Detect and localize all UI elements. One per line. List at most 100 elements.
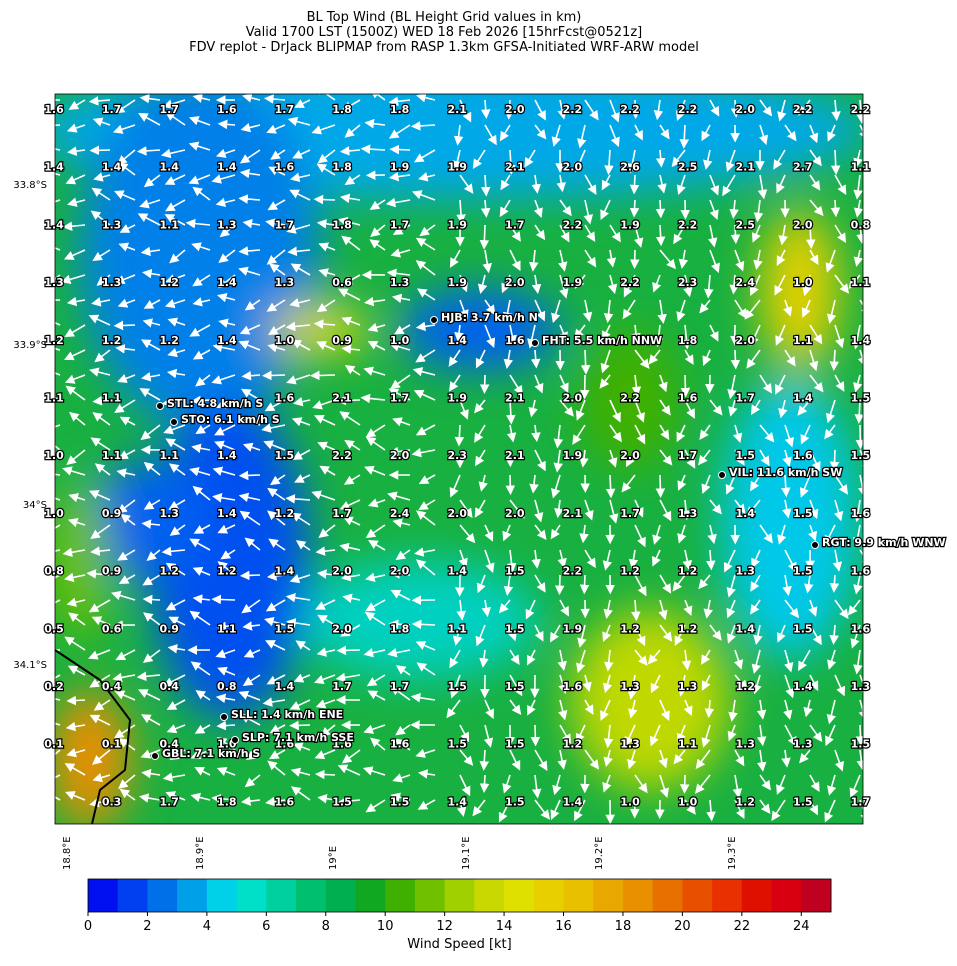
grid-value: 1.3 bbox=[275, 276, 295, 289]
wind-arrow bbox=[292, 725, 310, 726]
lon-label: 19.3°E bbox=[727, 836, 738, 870]
grid-value: 1.4 bbox=[102, 161, 122, 174]
grid-value: 2.0 bbox=[505, 103, 525, 116]
grid-value: 1.1 bbox=[851, 161, 871, 174]
grid-value: 1.6 bbox=[678, 392, 698, 405]
grid-value: 1.8 bbox=[390, 622, 410, 635]
grid-value: 2.4 bbox=[735, 276, 755, 289]
colorbar-swatch bbox=[623, 879, 653, 912]
grid-value: 1.5 bbox=[793, 507, 813, 520]
colorbar-swatch bbox=[296, 879, 326, 912]
grid-value: 1.1 bbox=[851, 276, 871, 289]
grid-value: 1.9 bbox=[390, 161, 410, 174]
grid-value: 1.1 bbox=[217, 622, 237, 635]
grid-value: 1.5 bbox=[447, 738, 467, 751]
station-label: GBL: 7.1 km/h S bbox=[162, 747, 260, 760]
grid-value: 0.6 bbox=[332, 276, 352, 289]
lat-label: 33.9°S bbox=[13, 340, 47, 351]
grid-value: 1.4 bbox=[793, 680, 813, 693]
grid-value: 2.3 bbox=[678, 276, 698, 289]
station-dot bbox=[812, 542, 819, 549]
grid-value: 1.5 bbox=[275, 622, 295, 635]
grid-value: 1.7 bbox=[102, 103, 122, 116]
colorbar-swatch bbox=[504, 879, 534, 912]
grid-value: 1.6 bbox=[275, 795, 295, 808]
grid-value: 1.3 bbox=[217, 218, 237, 231]
wind-arrow bbox=[634, 175, 635, 191]
grid-value: 0.9 bbox=[102, 507, 122, 520]
grid-value: 1.2 bbox=[678, 565, 698, 578]
grid-value: 2.2 bbox=[678, 218, 698, 231]
wind-arrow bbox=[684, 125, 685, 146]
grid-value: 1.2 bbox=[735, 795, 755, 808]
colorbar-tick-label: 14 bbox=[496, 919, 513, 934]
grid-value: 1.4 bbox=[217, 276, 237, 289]
station-label: SLP: 7.1 km/h SSE bbox=[242, 731, 354, 744]
colorbar-swatch bbox=[474, 879, 504, 912]
grid-value: 2.5 bbox=[735, 218, 755, 231]
grid-value: 0.1 bbox=[102, 738, 122, 751]
grid-value: 1.3 bbox=[735, 565, 755, 578]
wind-arrow bbox=[93, 150, 110, 151]
station-label: HJB: 3.7 km/h N bbox=[441, 311, 538, 324]
grid-value: 1.6 bbox=[851, 565, 871, 578]
grid-value: 1.8 bbox=[332, 103, 352, 116]
grid-value: 1.4 bbox=[275, 565, 295, 578]
grid-value: 1.8 bbox=[390, 103, 410, 116]
grid-value: 2.0 bbox=[332, 622, 352, 635]
grid-value: 1.5 bbox=[851, 449, 871, 462]
grid-value: 1.7 bbox=[275, 218, 295, 231]
grid-value: 1.7 bbox=[620, 507, 640, 520]
wind-arrow bbox=[117, 325, 135, 326]
wind-arrow bbox=[535, 725, 536, 743]
wind-arrow bbox=[459, 425, 460, 443]
grid-value: 1.1 bbox=[447, 622, 467, 635]
colorbar-swatch bbox=[355, 879, 385, 912]
grid-value: 1.7 bbox=[505, 218, 525, 231]
grid-value: 1.5 bbox=[505, 795, 525, 808]
station-label: FHT: 5.5 km/h NNW bbox=[542, 334, 662, 347]
grid-value: 1.9 bbox=[447, 276, 467, 289]
colorbar-swatch bbox=[207, 879, 237, 912]
grid-value: 1.9 bbox=[563, 276, 583, 289]
grid-value: 2.2 bbox=[563, 565, 583, 578]
grid-value: 1.9 bbox=[447, 392, 467, 405]
grid-value: 1.7 bbox=[332, 507, 352, 520]
grid-value: 1.9 bbox=[620, 218, 640, 231]
grid-value: 1.0 bbox=[44, 449, 64, 462]
grid-value: 1.5 bbox=[332, 795, 352, 808]
wind-arrow bbox=[243, 575, 260, 576]
grid-value: 1.1 bbox=[793, 334, 813, 347]
grid-value: 1.4 bbox=[217, 161, 237, 174]
grid-value: 0.9 bbox=[102, 565, 122, 578]
grid-value: 2.7 bbox=[793, 161, 813, 174]
grid-value: 1.9 bbox=[563, 622, 583, 635]
colorbar-tick-label: 10 bbox=[377, 919, 394, 934]
grid-value: 1.2 bbox=[159, 276, 179, 289]
station-dot bbox=[152, 753, 159, 760]
wind-arrow bbox=[835, 200, 836, 214]
grid-value: 1.4 bbox=[447, 565, 467, 578]
grid-value: 1.4 bbox=[217, 507, 237, 520]
station-label: RGT: 9.9 km/h WNW bbox=[822, 536, 946, 549]
station-dot bbox=[157, 403, 164, 410]
grid-value: 1.4 bbox=[217, 449, 237, 462]
grid-value: 1.8 bbox=[332, 218, 352, 231]
grid-value: 0.9 bbox=[159, 622, 179, 635]
grid-value: 1.5 bbox=[793, 795, 813, 808]
colorbar-tick-label: 24 bbox=[793, 919, 810, 934]
grid-value: 1.5 bbox=[275, 449, 295, 462]
grid-value: 2.0 bbox=[505, 276, 525, 289]
wind-arrow bbox=[484, 775, 485, 790]
wind-arrow bbox=[660, 475, 661, 495]
grid-value: 1.1 bbox=[102, 449, 122, 462]
grid-value: 1.3 bbox=[620, 738, 640, 751]
grid-value: 0.4 bbox=[102, 680, 122, 693]
grid-value: 2.0 bbox=[735, 103, 755, 116]
grid-value: 1.6 bbox=[44, 103, 64, 116]
colorbar-swatch bbox=[237, 879, 267, 912]
wind-arrow bbox=[70, 700, 85, 701]
wind-arrow bbox=[215, 599, 235, 600]
grid-value: 1.5 bbox=[793, 565, 813, 578]
grid-value: 1.6 bbox=[563, 680, 583, 693]
